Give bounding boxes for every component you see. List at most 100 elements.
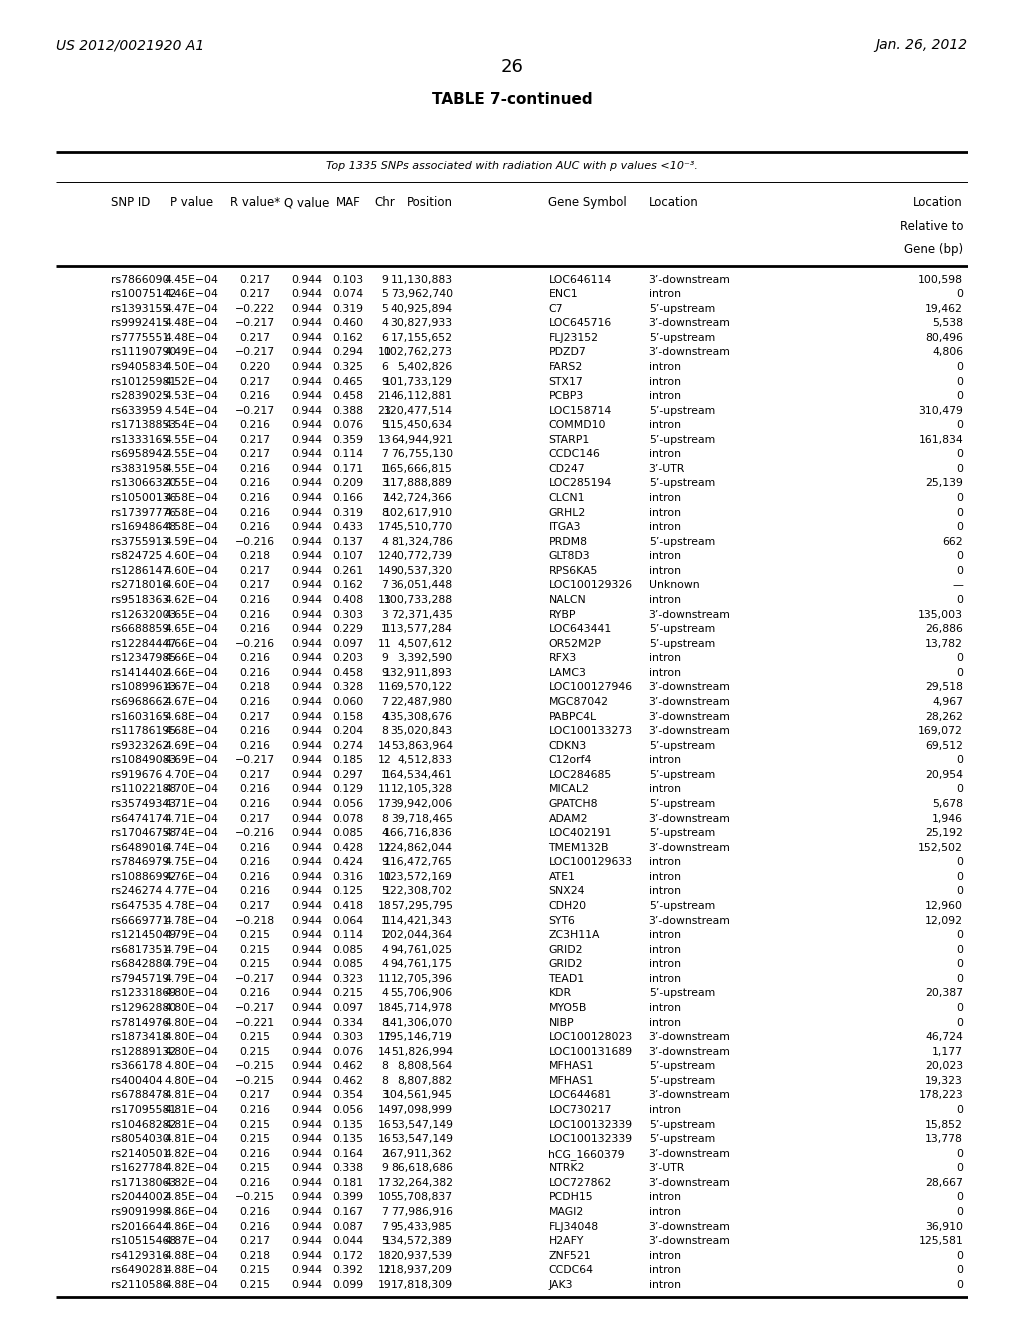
Text: STX17: STX17 bbox=[549, 376, 584, 387]
Text: 0.944: 0.944 bbox=[292, 1105, 323, 1115]
Text: 4.67E−04: 4.67E−04 bbox=[164, 682, 218, 693]
Text: 4.78E−04: 4.78E−04 bbox=[164, 916, 218, 925]
Text: 0.319: 0.319 bbox=[333, 304, 364, 314]
Text: GPATCH8: GPATCH8 bbox=[549, 799, 598, 809]
Text: 46,724: 46,724 bbox=[926, 1032, 964, 1041]
Text: rs10515468: rs10515468 bbox=[111, 1236, 176, 1246]
Text: 8: 8 bbox=[381, 1061, 388, 1072]
Text: 7: 7 bbox=[381, 1206, 388, 1217]
Text: 0.944: 0.944 bbox=[292, 304, 323, 314]
Text: 3’-downstream: 3’-downstream bbox=[649, 610, 730, 619]
Text: 12,092: 12,092 bbox=[925, 916, 964, 925]
Text: 165,666,815: 165,666,815 bbox=[384, 463, 453, 474]
Text: 0: 0 bbox=[956, 508, 964, 517]
Text: MAF: MAF bbox=[336, 197, 360, 210]
Text: intron: intron bbox=[649, 887, 681, 896]
Text: 15,852: 15,852 bbox=[926, 1119, 964, 1130]
Text: 0: 0 bbox=[956, 1266, 964, 1275]
Text: Jan. 26, 2012: Jan. 26, 2012 bbox=[876, 38, 968, 53]
Text: 0.215: 0.215 bbox=[333, 989, 364, 998]
Text: 0.944: 0.944 bbox=[292, 581, 323, 590]
Text: 0.171: 0.171 bbox=[333, 463, 364, 474]
Text: 0.076: 0.076 bbox=[333, 1047, 364, 1057]
Text: 0.215: 0.215 bbox=[240, 1134, 270, 1144]
Text: 0.424: 0.424 bbox=[333, 857, 364, 867]
Text: rs12284447: rs12284447 bbox=[111, 639, 176, 648]
Text: 0.944: 0.944 bbox=[292, 1119, 323, 1130]
Text: 0.216: 0.216 bbox=[240, 391, 270, 401]
Text: 161,834: 161,834 bbox=[919, 434, 964, 445]
Text: 18: 18 bbox=[378, 1250, 391, 1261]
Text: 0.944: 0.944 bbox=[292, 697, 323, 708]
Text: 0.944: 0.944 bbox=[292, 1177, 323, 1188]
Text: 104,561,945: 104,561,945 bbox=[384, 1090, 453, 1101]
Text: 0: 0 bbox=[956, 566, 964, 576]
Text: 0.162: 0.162 bbox=[333, 581, 364, 590]
Text: 4.48E−04: 4.48E−04 bbox=[164, 333, 218, 343]
Text: intron: intron bbox=[649, 755, 681, 766]
Text: 20,023: 20,023 bbox=[925, 1061, 964, 1072]
Text: 0.172: 0.172 bbox=[333, 1250, 364, 1261]
Text: 4.71E−04: 4.71E−04 bbox=[164, 799, 218, 809]
Text: 72,371,435: 72,371,435 bbox=[391, 610, 453, 619]
Text: 0.944: 0.944 bbox=[292, 362, 323, 372]
Text: 20,954: 20,954 bbox=[925, 770, 964, 780]
Text: 29,518: 29,518 bbox=[926, 682, 964, 693]
Text: 17,155,652: 17,155,652 bbox=[391, 333, 453, 343]
Text: 0.944: 0.944 bbox=[292, 508, 323, 517]
Text: intron: intron bbox=[649, 974, 681, 983]
Text: 8,808,564: 8,808,564 bbox=[397, 1061, 453, 1072]
Text: 69,570,122: 69,570,122 bbox=[390, 682, 453, 693]
Text: 4.50E−04: 4.50E−04 bbox=[164, 362, 218, 372]
Text: 142,724,366: 142,724,366 bbox=[384, 494, 453, 503]
Text: 4.80E−04: 4.80E−04 bbox=[164, 1047, 218, 1057]
Text: 0.076: 0.076 bbox=[333, 420, 364, 430]
Text: 0.216: 0.216 bbox=[240, 508, 270, 517]
Text: rs17046758: rs17046758 bbox=[111, 828, 176, 838]
Text: 3’-downstream: 3’-downstream bbox=[649, 682, 730, 693]
Text: 95,433,985: 95,433,985 bbox=[391, 1221, 453, 1232]
Text: 57,295,795: 57,295,795 bbox=[391, 902, 453, 911]
Text: 0: 0 bbox=[956, 289, 964, 300]
Text: MFHAS1: MFHAS1 bbox=[549, 1061, 594, 1072]
Text: 4.88E−04: 4.88E−04 bbox=[164, 1280, 218, 1290]
Text: ENC1: ENC1 bbox=[549, 289, 579, 300]
Text: rs16948648: rs16948648 bbox=[111, 523, 176, 532]
Text: 0.125: 0.125 bbox=[333, 887, 364, 896]
Text: 4.68E−04: 4.68E−04 bbox=[164, 726, 218, 737]
Text: 0.944: 0.944 bbox=[292, 537, 323, 546]
Text: intron: intron bbox=[649, 960, 681, 969]
Text: 0.944: 0.944 bbox=[292, 1061, 323, 1072]
Text: 94,761,025: 94,761,025 bbox=[390, 945, 453, 954]
Text: Top 1335 SNPs associated with radiation AUC with p values <10⁻³.: Top 1335 SNPs associated with radiation … bbox=[326, 161, 698, 172]
Text: 4.81E−04: 4.81E−04 bbox=[164, 1105, 218, 1115]
Text: 4.88E−04: 4.88E−04 bbox=[164, 1250, 218, 1261]
Text: 64,944,921: 64,944,921 bbox=[391, 434, 453, 445]
Text: rs9992415: rs9992415 bbox=[111, 318, 169, 329]
Text: 0.944: 0.944 bbox=[292, 595, 323, 605]
Text: 1: 1 bbox=[381, 916, 388, 925]
Text: 3’-UTR: 3’-UTR bbox=[649, 463, 685, 474]
Text: 0.209: 0.209 bbox=[333, 478, 364, 488]
Text: 662: 662 bbox=[942, 537, 964, 546]
Text: rs12347985: rs12347985 bbox=[111, 653, 176, 664]
Text: 0.216: 0.216 bbox=[240, 610, 270, 619]
Text: CCDC146: CCDC146 bbox=[549, 449, 600, 459]
Text: LOC100132339: LOC100132339 bbox=[549, 1134, 633, 1144]
Text: 0.216: 0.216 bbox=[240, 871, 270, 882]
Text: —: — bbox=[952, 581, 964, 590]
Text: 3’-downstream: 3’-downstream bbox=[649, 1047, 730, 1057]
Text: intron: intron bbox=[649, 1250, 681, 1261]
Text: 0.944: 0.944 bbox=[292, 726, 323, 737]
Text: CD247: CD247 bbox=[549, 463, 585, 474]
Text: 9: 9 bbox=[381, 376, 388, 387]
Text: 0.944: 0.944 bbox=[292, 494, 323, 503]
Text: 115,450,634: 115,450,634 bbox=[384, 420, 453, 430]
Text: 0: 0 bbox=[956, 463, 964, 474]
Text: SNX24: SNX24 bbox=[549, 887, 585, 896]
Text: 4.69E−04: 4.69E−04 bbox=[164, 755, 218, 766]
Text: 4.71E−04: 4.71E−04 bbox=[164, 813, 218, 824]
Text: rs7945719: rs7945719 bbox=[111, 974, 169, 983]
Text: 4.66E−04: 4.66E−04 bbox=[164, 639, 218, 648]
Text: 0.217: 0.217 bbox=[240, 711, 270, 722]
